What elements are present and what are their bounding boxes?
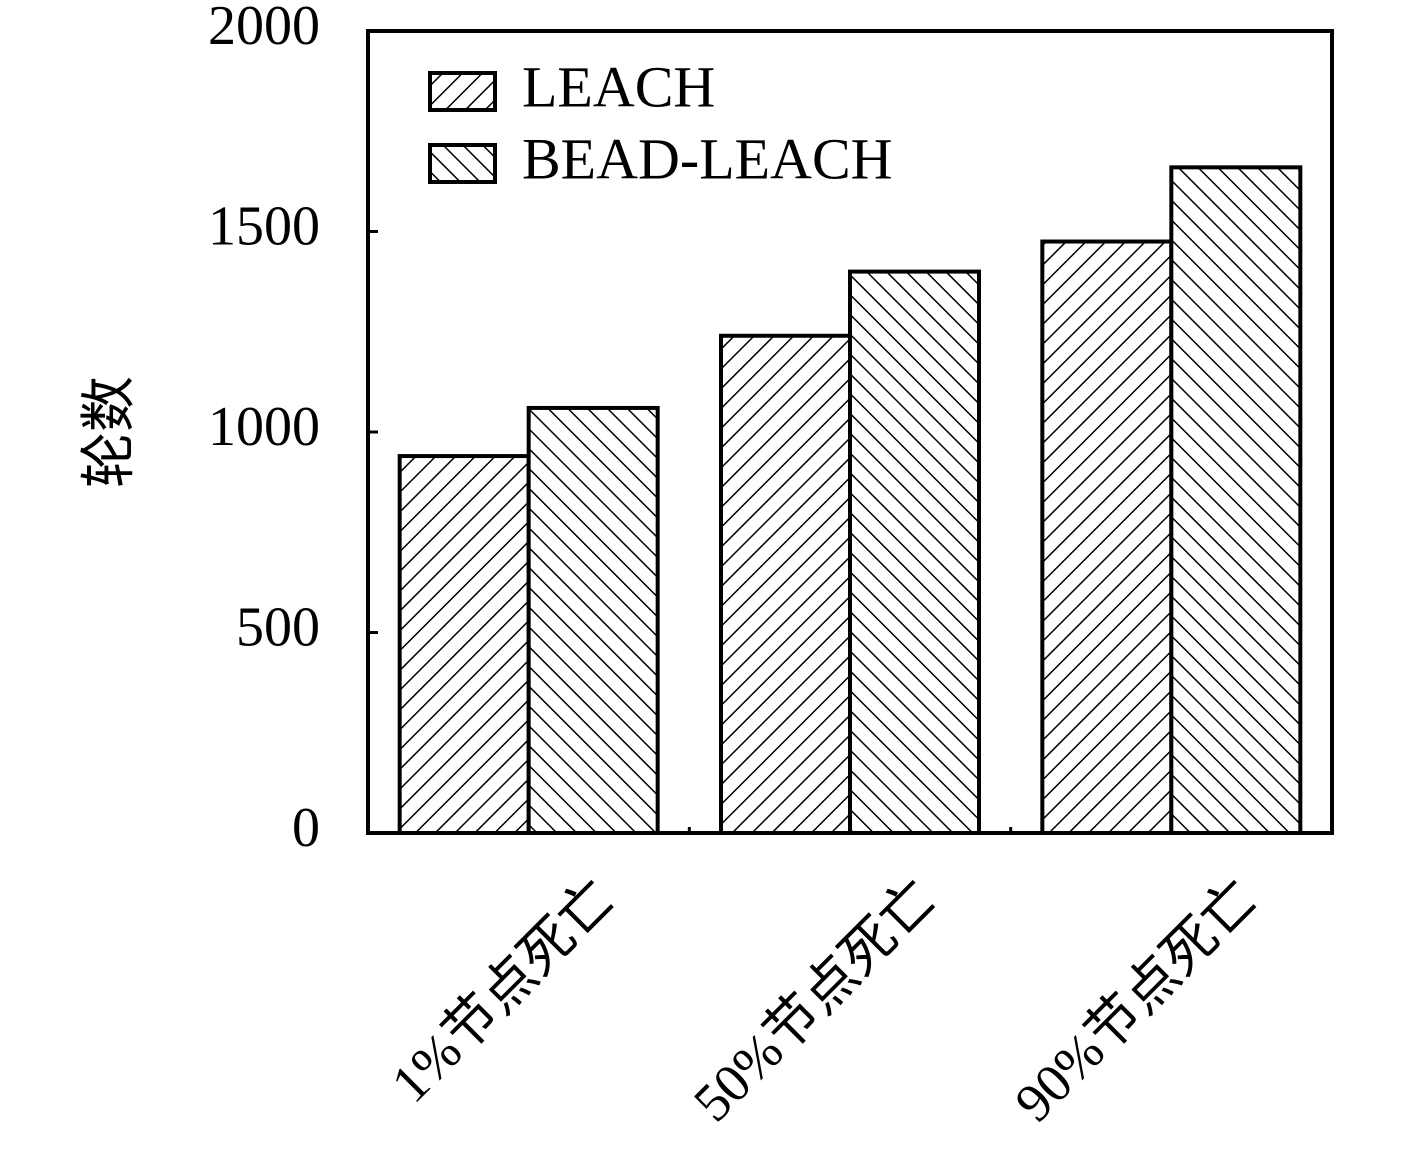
legend-label: LEACH bbox=[522, 54, 715, 119]
legend-swatch bbox=[428, 71, 497, 112]
bar bbox=[526, 405, 660, 835]
bar bbox=[848, 269, 981, 836]
y-axis-label: 轮数 bbox=[79, 376, 141, 488]
y-tick-label: 1000 bbox=[208, 396, 320, 458]
x-tick-label: 1%节点死亡 bbox=[380, 868, 626, 1114]
legend-swatch bbox=[428, 143, 497, 184]
bar bbox=[719, 333, 852, 835]
legend-label: BEAD-LEACH bbox=[522, 126, 893, 191]
x-tick-label: 90%节点死亡 bbox=[1003, 868, 1268, 1133]
plot-frame bbox=[366, 29, 1334, 835]
y-tick-label: 1500 bbox=[208, 195, 320, 257]
y-tick-label: 2000 bbox=[208, 0, 320, 57]
bar bbox=[397, 454, 531, 835]
y-tick-label: 500 bbox=[236, 596, 320, 658]
bar bbox=[1040, 239, 1174, 835]
y-tick-label: 0 bbox=[292, 797, 320, 859]
bar bbox=[1169, 165, 1303, 835]
x-tick-label: 50%节点死亡 bbox=[682, 868, 947, 1133]
